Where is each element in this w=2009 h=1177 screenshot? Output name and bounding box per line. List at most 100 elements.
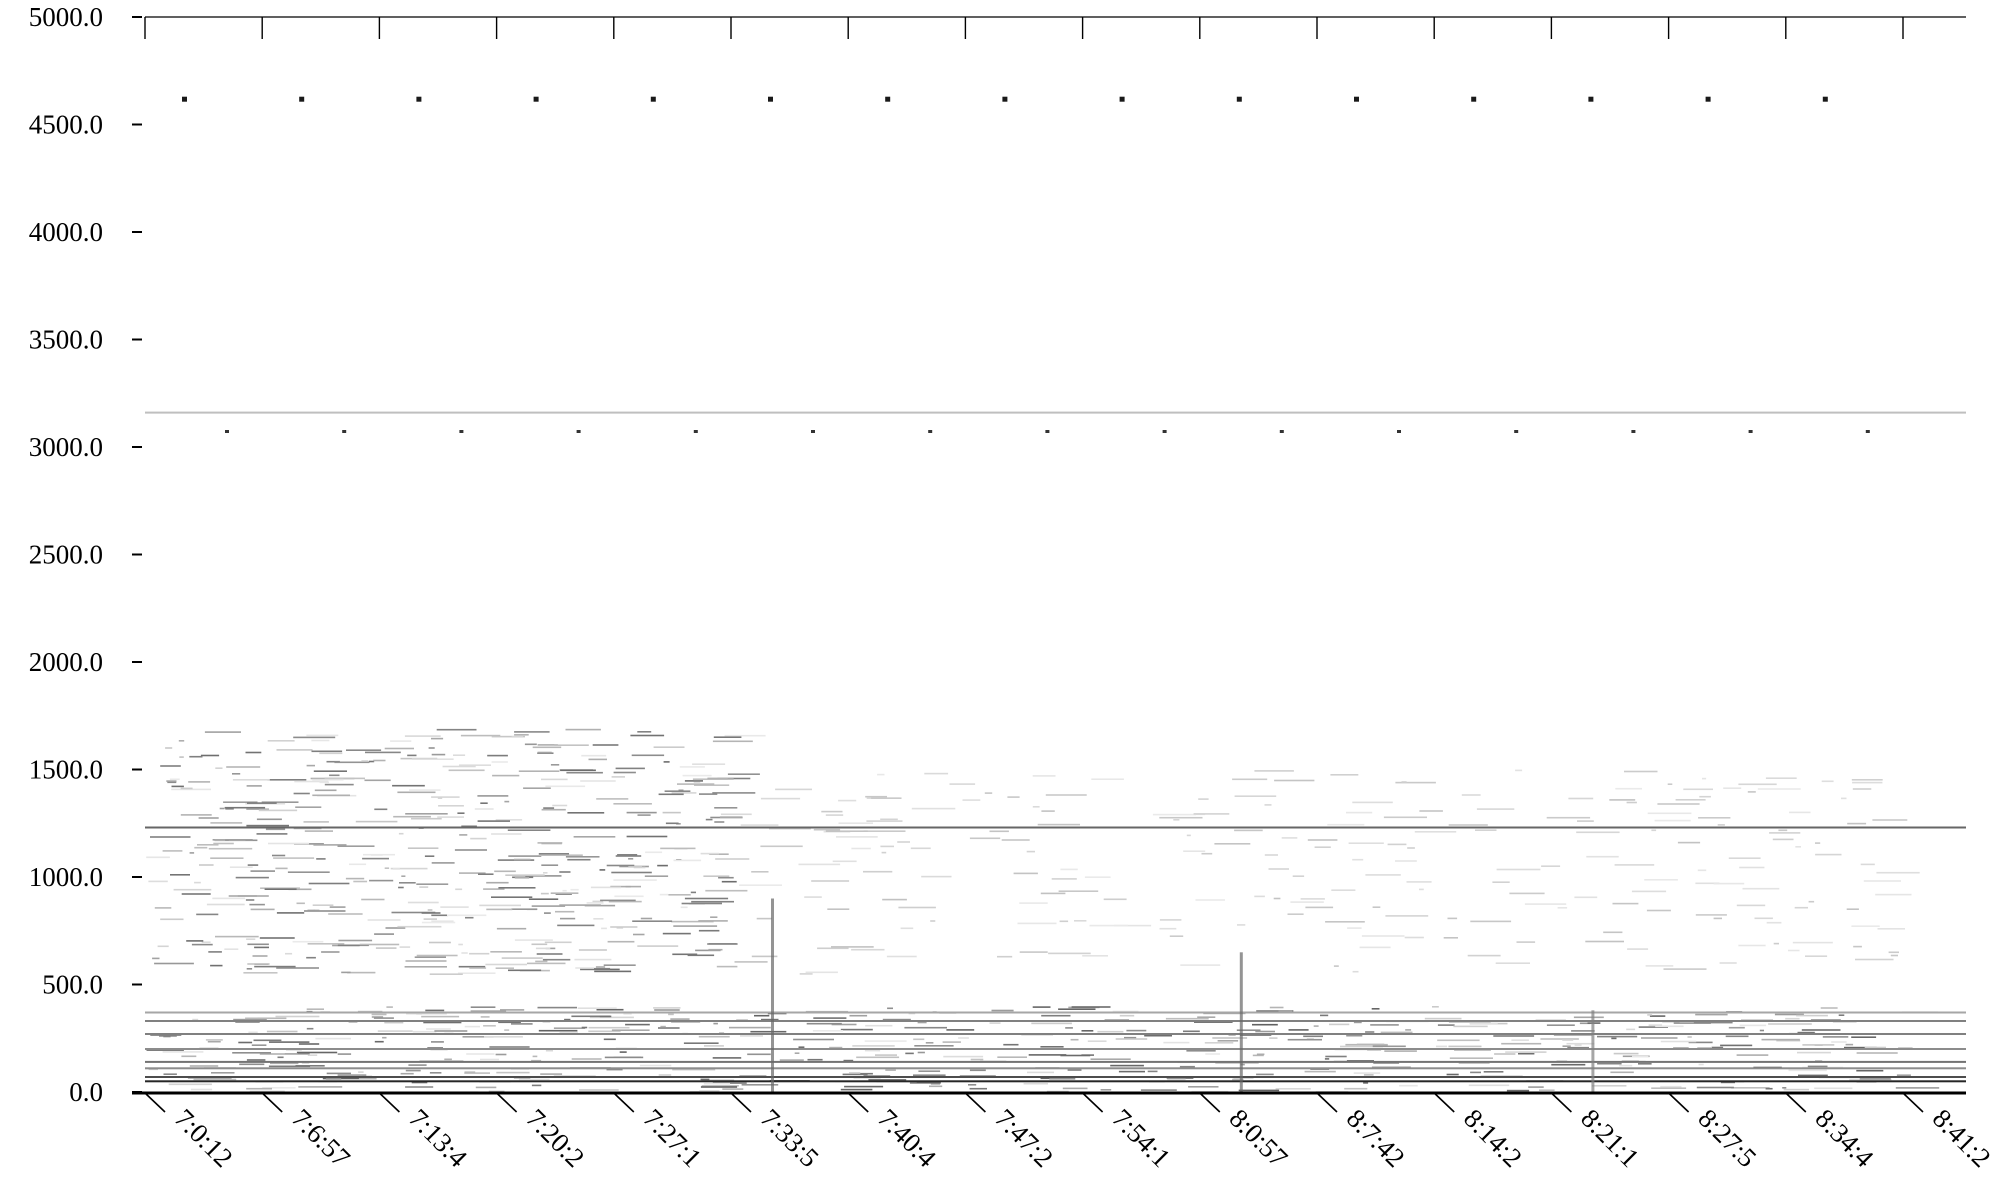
activity-speckle-2 [1511,1039,1529,1041]
activity-speckle-0 [457,812,465,814]
activity-speckle-2 [1895,1087,1940,1089]
activity-speckle-1 [832,860,857,863]
activity-speckle-2 [1097,1030,1124,1033]
activity-speckle-1 [1654,819,1691,822]
activity-speckle-2 [1432,1006,1439,1008]
activity-speckle-2 [1070,1038,1079,1041]
activity-speckle-0 [146,856,170,859]
activity-speckle-0 [630,734,665,737]
activity-speckle-1 [1254,770,1294,772]
activity-speckle-1 [1677,841,1701,844]
activity-speckle-1 [1470,920,1512,923]
activity-speckle-2 [1446,1073,1459,1076]
activity-speckle-2 [1807,1065,1828,1068]
activity-speckle-0 [308,882,350,885]
activity-speckle-1 [804,896,822,898]
activity-speckle-0 [180,814,212,816]
periodic-mark-0 [768,96,773,102]
activity-speckle-1 [900,927,914,930]
activity-speckle-2 [1801,1029,1841,1031]
activity-speckle-2 [259,1053,298,1055]
activity-speckle-0 [276,749,313,751]
activity-speckle-1 [1788,949,1800,952]
activity-speckle-0 [580,967,611,970]
x-tick-label: 8:21:1 [1575,1103,1645,1173]
activity-speckle-1 [1516,941,1536,943]
activity-speckle-0 [334,761,370,764]
axes: 0.0 500.0 1000.0 1500.0 2000.0 2500.0 3000.0 35… [29,2,1997,1173]
activity-speckle-2 [168,1083,212,1086]
activity-speckle-0 [409,789,441,791]
activity-speckle-2 [1810,1019,1841,1021]
activity-speckle-2 [740,1035,763,1037]
activity-speckle-1 [1327,823,1365,826]
activity-speckle-2 [207,1040,221,1043]
y-tick-label: 0.0 [69,1077,103,1107]
activity-speckle-0 [173,888,212,891]
activity-speckle-2 [1796,1014,1828,1017]
activity-speckle-1 [1738,783,1777,786]
activity-speckle-1 [1872,819,1908,821]
activity-speckle-1 [1032,806,1040,808]
activity-speckle-0 [594,970,632,973]
activity-speckle-2 [1782,1087,1787,1089]
activity-speckle-1 [1007,796,1020,798]
periodic-mark-1 [1397,430,1401,433]
activity-speckle-1 [1074,920,1087,922]
activity-speckle-0 [567,812,605,814]
activity-speckle-2 [918,1070,941,1072]
activity-speckle-1 [1647,812,1692,815]
activity-speckle-0 [349,863,367,866]
activity-speckle-0 [626,811,657,814]
activity-speckle-0 [532,746,562,749]
activity-speckle-0 [431,796,460,798]
activity-speckle-1 [1404,936,1424,939]
activity-speckle-2 [1256,1073,1274,1076]
activity-speckle-2 [604,1056,644,1059]
x-tick [1668,1092,1690,1113]
activity-speckle-0 [223,801,258,803]
x-tick [1550,1092,1572,1113]
activity-speckle-2 [577,1007,617,1009]
activity-speckle-2 [639,1064,672,1067]
activity-speckle-2 [958,1037,969,1039]
activity-speckle-2 [571,1058,602,1060]
activity-speckle-2 [1269,1006,1284,1009]
activity-speckle-2 [1864,1046,1886,1049]
activity-speckle-0 [512,876,534,879]
activity-speckle-1 [1713,882,1745,885]
periodic-mark-1 [225,430,229,433]
activity-speckle-0 [210,857,244,859]
activity-speckle-1 [881,851,887,854]
activity-speckle-0 [560,917,576,920]
activity-speckle-0 [246,808,269,810]
activity-speckle-2 [969,1087,987,1090]
activity-speckle-0 [225,808,234,810]
activity-speckle-0 [247,864,259,866]
activity-speckle-2 [1551,1063,1586,1066]
activity-speckle-1 [1037,823,1080,826]
activity-speckle-1 [1001,839,1030,841]
activity-speckle-1 [1347,927,1362,929]
activity-speckle-2 [1641,1037,1678,1039]
activity-speckle-2 [1660,1085,1682,1088]
activity-speckle-2 [1845,1043,1854,1046]
activity-speckle-2 [779,1059,804,1061]
activity-speckle-0 [458,943,463,946]
periodic-mark-0 [1588,96,1594,102]
activity-speckle-2 [1449,1057,1493,1059]
activity-speckle-2 [856,1056,900,1059]
activity-speckle-0 [528,898,559,900]
activity-speckle-1 [1287,913,1304,915]
activity-speckle-0 [304,830,333,832]
activity-speckle-1 [1264,804,1272,806]
activity-speckle-2 [306,1027,314,1030]
activity-speckle-0 [708,948,723,951]
activity-speckle-0 [615,855,642,857]
activity-speckle-1 [1719,962,1737,964]
activity-speckle-2 [1313,1025,1319,1027]
activity-speckle-0 [608,900,642,903]
activity-speckle-2 [1649,1015,1666,1017]
activity-speckle-0 [213,842,234,845]
activity-speckle-0 [470,837,487,840]
